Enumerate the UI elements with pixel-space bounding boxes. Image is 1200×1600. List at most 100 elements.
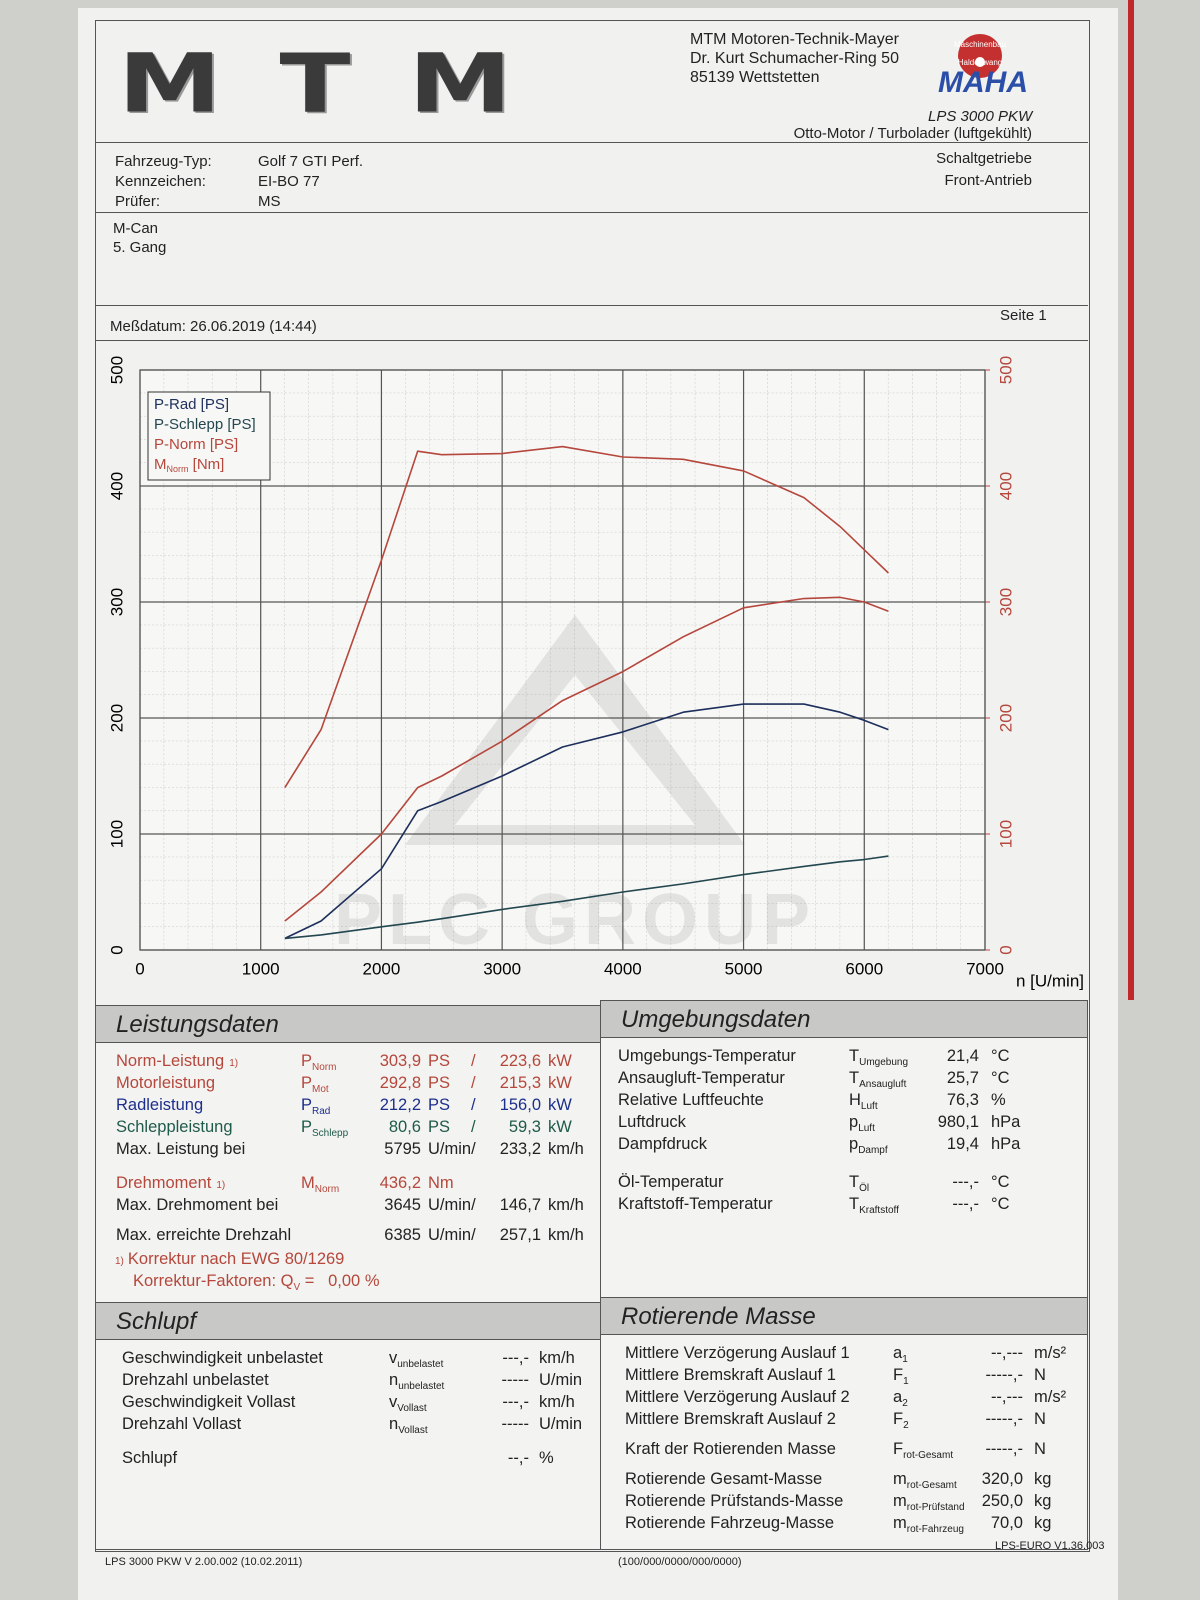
section: Leistungsdaten Norm-Leistung 1) PNorm 303,9 P… bbox=[95, 1005, 602, 1304]
row-symbol: v bbox=[389, 1393, 398, 1411]
row-label: Schlupf bbox=[122, 1449, 178, 1467]
row-symbol: a bbox=[893, 1344, 903, 1362]
row-symbol: P bbox=[301, 1096, 313, 1114]
row-symbol-sub: Mot bbox=[312, 1084, 329, 1095]
row-label: Norm-Leistung bbox=[116, 1052, 225, 1070]
section-rows: Norm-Leistung 1) PNorm 303,9 PS/223,6 kW Motor… bbox=[96, 1052, 601, 1248]
section-title: Schlupf bbox=[116, 1308, 197, 1335]
y2-tick-label: 0 bbox=[996, 945, 1015, 954]
row-label-group: Norm-Leistung 1) bbox=[116, 1052, 238, 1071]
row-u1: PS bbox=[428, 1052, 451, 1070]
data-row: Motorleistung PMot 292,8 PS / 215,3 kW bbox=[96, 1074, 601, 1096]
vehicle-value: MS bbox=[258, 193, 281, 210]
data-row: Luftdruck pLuft 980,1 hPa bbox=[601, 1113, 1087, 1135]
watermark-triangle bbox=[405, 615, 745, 845]
footnote-mark: 1) bbox=[115, 1256, 124, 1267]
series-line bbox=[284, 855, 889, 940]
row-label: Luftdruck bbox=[618, 1113, 686, 1131]
section-header: Leistungsdaten bbox=[96, 1006, 601, 1043]
data-row: Max. erreichte Drehzahl 6385 U/min/257,1 km… bbox=[96, 1226, 601, 1248]
row-label: Öl-Temperatur bbox=[618, 1173, 724, 1191]
row-sep: / bbox=[471, 1052, 476, 1070]
data-row: Rotierende Prüfstands-Masse mrot-Prüfstan… bbox=[601, 1492, 1087, 1514]
row-symbol-group: MNorm bbox=[301, 1174, 339, 1195]
factor-value: = 0,00 % bbox=[304, 1272, 380, 1290]
row-u1: U/min/ bbox=[428, 1226, 476, 1244]
row-u1: Nm bbox=[428, 1174, 454, 1192]
row-label-group: Max. Drehmoment bei bbox=[116, 1196, 278, 1215]
row-v1: 303,9 bbox=[379, 1052, 421, 1070]
data-row: Dampfdruck pDampf 19,4 hPa bbox=[601, 1135, 1087, 1157]
row-label-group: Kraft der Rotierenden Masse bbox=[625, 1440, 836, 1459]
row-u1: % bbox=[991, 1091, 1006, 1109]
row-symbol: F bbox=[893, 1366, 904, 1384]
row-symbol-group: pDampf bbox=[849, 1135, 888, 1156]
row-symbol: H bbox=[849, 1091, 861, 1109]
row-v2: 156,0 bbox=[499, 1096, 541, 1114]
data-row: Rotierende Gesamt-Masse mrot-Gesamt 320,0 k… bbox=[601, 1470, 1087, 1492]
x-tick-label: 0 bbox=[135, 959, 144, 978]
series-line bbox=[284, 596, 889, 922]
row-sep: / bbox=[471, 1096, 476, 1114]
row-label: Radleistung bbox=[116, 1096, 204, 1114]
footer-version: LPS 3000 PKW V 2.00.002 (10.02.2011) bbox=[105, 1556, 303, 1568]
data-row: Norm-Leistung 1) PNorm 303,9 PS / 223,6 kW bbox=[96, 1052, 601, 1074]
data-row: Kraftstoff-Temperatur TKraftstoff ---,- °C bbox=[601, 1195, 1087, 1217]
row-u1: PS bbox=[428, 1118, 451, 1136]
footnote-text: Korrektur nach EWG 80/1269 bbox=[127, 1250, 345, 1268]
row-label-group: Öl-Temperatur bbox=[618, 1173, 723, 1192]
data-row: Umgebungs-Temperatur TUmgebung 21,4 °C bbox=[601, 1047, 1087, 1069]
x-tick-label: 6000 bbox=[845, 959, 883, 978]
series-line bbox=[284, 445, 889, 789]
divider bbox=[95, 340, 1088, 341]
section-rows: Geschwindigkeit unbelastet vunbelastet ---… bbox=[96, 1349, 601, 1471]
row-symbol-sub: Öl bbox=[859, 1183, 870, 1194]
row-symbol-sub: rot-Fahrzeug bbox=[906, 1524, 964, 1535]
row-symbol-group: TUmgebung bbox=[849, 1047, 908, 1068]
row-symbol: P bbox=[301, 1052, 313, 1070]
row-symbol-sub: unbelastet bbox=[397, 1359, 444, 1370]
row-label: Relative Luftfeuchte bbox=[618, 1091, 764, 1109]
dyno-model: LPS 3000 PKW bbox=[928, 108, 1033, 125]
row-u1: kg bbox=[1034, 1514, 1052, 1532]
section-header: Schlupf bbox=[96, 1303, 601, 1340]
row-symbol-group: a2 bbox=[893, 1388, 908, 1409]
maha-star bbox=[975, 57, 985, 67]
row-label: Umgebungs-Temperatur bbox=[618, 1047, 796, 1065]
row-symbol-sub: 1 bbox=[902, 1354, 908, 1365]
maha-circle bbox=[958, 34, 1002, 78]
power-chart: PLC GROUP 010020030040050001002003004005… bbox=[107, 356, 1084, 991]
legend-label: P-Norm [PS] bbox=[154, 436, 238, 453]
row-symbol-group: Frot-Gesamt bbox=[893, 1440, 953, 1461]
row-u1: N bbox=[1034, 1366, 1046, 1384]
row-v1: 25,7 bbox=[946, 1069, 979, 1087]
row-symbol-sub: Norm bbox=[314, 1184, 340, 1195]
row-v2: 223,6 bbox=[499, 1052, 541, 1070]
row-u1: °C bbox=[991, 1047, 1010, 1065]
row-u1: U/min/ bbox=[428, 1196, 476, 1214]
vehicle-label: Prüfer: bbox=[115, 193, 161, 210]
row-label-group: Luftdruck bbox=[618, 1113, 686, 1132]
row-symbol: M bbox=[301, 1174, 315, 1192]
row-symbol-group: HLuft bbox=[849, 1091, 878, 1112]
company-address: MTM Motoren-Technik-Mayer Dr. Kurt Schum… bbox=[690, 30, 899, 87]
row-v1: ---,- bbox=[952, 1195, 979, 1213]
row-symbol-group: pLuft bbox=[849, 1113, 875, 1134]
x-tick-label: 3000 bbox=[483, 959, 521, 978]
section-rows: Umgebungs-Temperatur TUmgebung 21,4 °C Ansau… bbox=[601, 1047, 1087, 1217]
row-label: Rotierende Gesamt-Masse bbox=[625, 1470, 823, 1488]
logo: MTM bbox=[118, 36, 570, 132]
footer-code: (100/000/0000/000/0000) bbox=[618, 1556, 742, 1568]
x-tick-label: 4000 bbox=[604, 959, 642, 978]
row-label-group: Mittlere Bremskraft Auslauf 1 bbox=[625, 1366, 836, 1385]
row-u2: kW bbox=[548, 1052, 572, 1070]
section-header: Umgebungsdaten bbox=[601, 1001, 1087, 1038]
row-label: Dampfdruck bbox=[618, 1135, 707, 1153]
row-v1: 292,8 bbox=[379, 1074, 421, 1092]
row-label-group: Drehmoment 1) bbox=[116, 1174, 225, 1193]
maha-emblem bbox=[958, 34, 1002, 78]
row-label: Rotierende Prüfstands-Masse bbox=[625, 1492, 844, 1510]
row-symbol-sub: Ansaugluft bbox=[859, 1079, 907, 1090]
row-symbol-sub: Vollast bbox=[397, 1403, 427, 1414]
row-v1: 19,4 bbox=[946, 1135, 979, 1153]
